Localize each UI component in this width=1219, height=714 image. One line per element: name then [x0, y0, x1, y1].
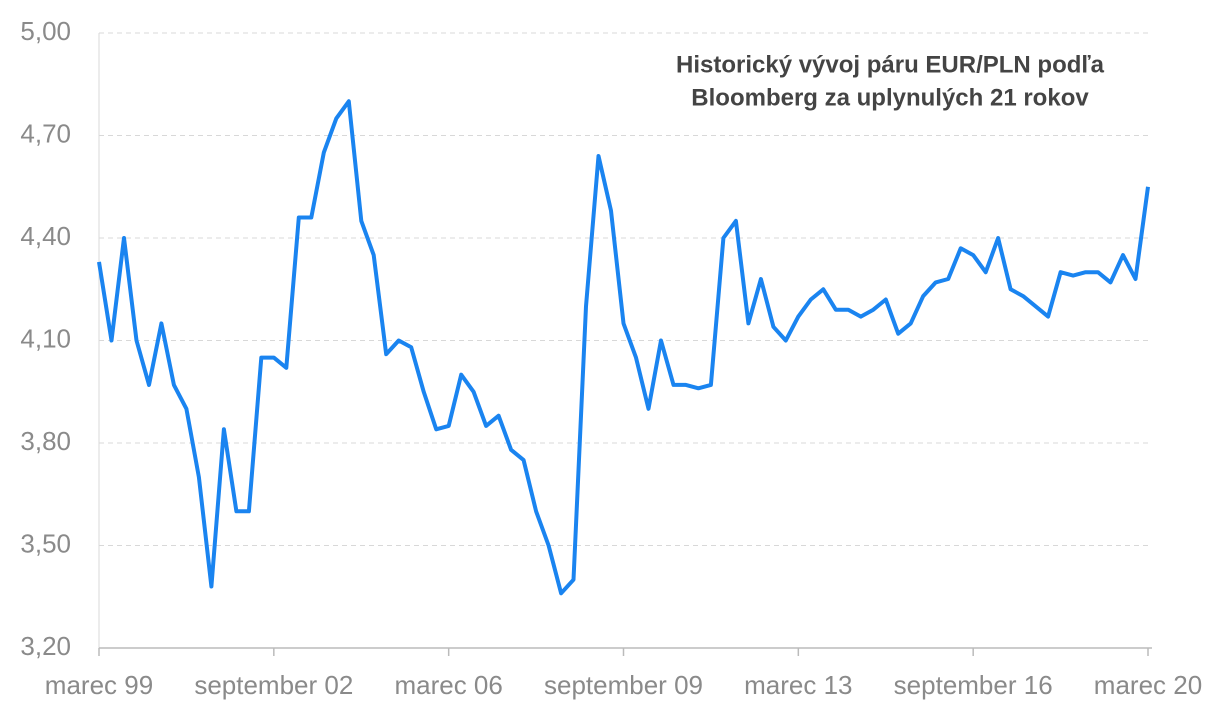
line [97, 99, 1150, 596]
x-tick-label: marec 20 [1094, 670, 1202, 700]
chart-title: Bloomberg za uplynulých 21 rokov [691, 84, 1089, 111]
y-tick-label: 3,50 [20, 528, 71, 558]
x-tick-label: marec 13 [744, 670, 852, 700]
y-tick-label: 3,80 [20, 426, 71, 456]
chart-title: Historický vývoj páru EUR/PLN podľa [676, 51, 1105, 78]
y-tick-label: 4,70 [20, 118, 71, 148]
x-tick-label: marec 99 [45, 670, 153, 700]
y-tick-label: 4,10 [20, 323, 71, 353]
y-tick-label: 4,40 [20, 221, 71, 251]
x-tick-label: september 16 [894, 670, 1053, 700]
x-tick-label: september 02 [194, 670, 353, 700]
y-tick-label: 5,00 [20, 16, 71, 46]
x-tick-label: september 09 [544, 670, 703, 700]
y-tick-label: 3,20 [20, 631, 71, 661]
x-tick-label: marec 06 [394, 670, 502, 700]
